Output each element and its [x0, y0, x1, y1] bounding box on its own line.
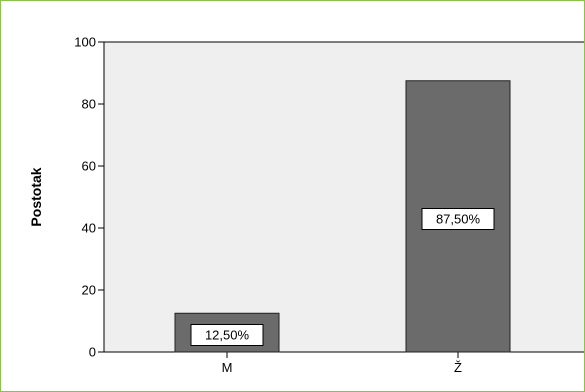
data-label: 12,50%	[205, 328, 250, 343]
y-tick-label: 80	[82, 97, 96, 112]
y-tick-label: 40	[82, 221, 96, 236]
x-tick-label: M	[222, 360, 233, 375]
y-tick-label: 100	[74, 35, 96, 50]
data-label-box	[190, 324, 264, 346]
bars: 12,50% 87,50%	[174, 80, 511, 353]
y-axis: 0 20 40 60 80 100	[74, 35, 104, 360]
y-tick-label: 0	[89, 345, 96, 360]
y-tick-label: 20	[82, 283, 96, 298]
data-label-box	[421, 208, 495, 230]
plot-background	[103, 41, 584, 353]
data-label: 87,50%	[436, 212, 481, 227]
x-tick-label: Ž	[454, 360, 462, 375]
y-axis-label: Postotak	[28, 167, 44, 226]
y-tick-label: 60	[82, 159, 96, 174]
